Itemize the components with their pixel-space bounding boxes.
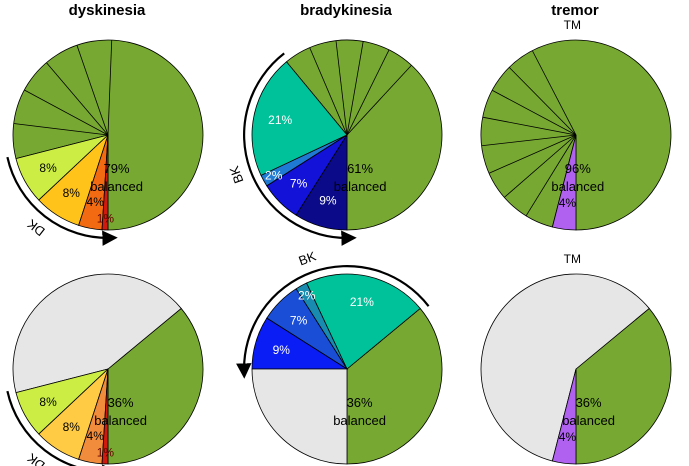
balanced-subsegment-line xyxy=(346,64,412,136)
pie-slice-dk-4 xyxy=(101,368,109,465)
balanced-subsegment-line xyxy=(76,45,109,136)
slice-value-label: 4% xyxy=(87,195,105,209)
balanced-subsegment-line xyxy=(13,123,109,136)
balanced-subsegment-line xyxy=(346,49,390,136)
slice-value-label: 2% xyxy=(265,168,283,182)
pie-slice-tm xyxy=(551,134,577,231)
arrow-label-tm: TM xyxy=(564,18,581,32)
pie-dyskinesia-row2: 8% 8% 4% 1% 36% balanced DK xyxy=(6,273,204,466)
slice-value-label: 8% xyxy=(63,420,81,434)
pie-tremor-row2: 4% 36% balanced TM xyxy=(480,252,672,465)
balanced-subsegment-line xyxy=(335,40,348,136)
slice-value-label: 8% xyxy=(39,161,57,175)
column-title-tremor: tremor xyxy=(551,2,599,19)
column-title-bradykinesia: bradykinesia xyxy=(300,2,392,19)
balanced-subsegment-line xyxy=(309,47,348,136)
pie-slice-dk-4 xyxy=(101,134,109,231)
pie-bradykinesia-row1: 21% 2% 7% 9% 61% balanced BK xyxy=(226,39,443,246)
slice-value-label: 21% xyxy=(268,113,292,127)
pie-slice-balanced xyxy=(285,39,443,231)
balanced-label: balanced xyxy=(333,413,386,428)
slice-value-label: 7% xyxy=(290,314,308,328)
balanced-subsegment-line xyxy=(482,116,577,136)
balanced-subsegment-line xyxy=(24,89,109,136)
slice-value-label: 7% xyxy=(290,176,308,190)
progression-arrow xyxy=(236,265,430,379)
balanced-subsegment-line xyxy=(525,134,577,217)
balanced-subsegment-line xyxy=(504,134,577,198)
balanced-percent-label: 79% xyxy=(104,161,130,176)
slice-value-label: 1% xyxy=(97,212,115,226)
arrow-label-tm: TM xyxy=(564,252,581,266)
balanced-subsegment-line xyxy=(107,40,113,136)
pie-slice-other xyxy=(251,368,348,465)
pie-slice-balanced xyxy=(107,307,204,465)
pie-slice-balanced xyxy=(575,307,672,465)
balanced-label: balanced xyxy=(551,179,604,194)
balanced-percent-label: 36% xyxy=(576,395,602,410)
slice-value-label: 2% xyxy=(298,289,316,303)
balanced-subsegment-line xyxy=(46,62,109,136)
balanced-percent-label: 61% xyxy=(347,161,373,176)
pie-slice-balanced xyxy=(12,39,204,231)
balanced-percent-label: 36% xyxy=(108,395,134,410)
balanced-subsegment-line xyxy=(488,134,577,174)
arrow-label-dk: DK xyxy=(24,216,48,239)
arrow-label-bk: BK xyxy=(226,164,246,186)
pie-bradykinesia-row2: 21% 2% 7% 9% 36% balanced BK xyxy=(236,248,443,465)
balanced-subsegment-line xyxy=(491,89,577,136)
balanced-subsegment-line xyxy=(508,67,577,136)
pie-slice-tm xyxy=(551,368,577,465)
balanced-subsegment-line xyxy=(481,134,577,147)
slice-value-label: 4% xyxy=(87,429,105,443)
progression-arrow xyxy=(243,52,357,246)
slice-value-label: 9% xyxy=(273,343,291,357)
slice-value-label: 21% xyxy=(350,295,374,309)
pie-slice-bk-1 xyxy=(251,61,348,176)
arrow-label-bk: BK xyxy=(297,248,319,268)
pie-slice-bk-1 xyxy=(306,273,421,370)
balanced-subsegment-line xyxy=(346,41,364,136)
slice-value-label: 8% xyxy=(63,186,81,200)
slice-value-label: 9% xyxy=(319,194,337,208)
balanced-subsegment-line xyxy=(531,50,577,136)
slice-value-label: 1% xyxy=(97,446,115,460)
pie-tremor-row1: 4% 96% balanced TM xyxy=(480,18,672,231)
column-title-dyskinesia: dyskinesia xyxy=(68,2,146,19)
balanced-percent-label: 96% xyxy=(565,161,591,176)
arrow-label-dk: DK xyxy=(24,450,48,466)
slice-value-label: 8% xyxy=(39,395,57,409)
pie-slice-other xyxy=(12,273,182,394)
balanced-label: balanced xyxy=(90,179,143,194)
progression-arrow xyxy=(6,156,118,246)
balanced-label: balanced xyxy=(94,413,147,428)
pie-slice-other xyxy=(480,273,650,462)
balanced-label: balanced xyxy=(334,179,387,194)
pie-slice-balanced xyxy=(346,307,443,465)
balanced-label: balanced xyxy=(562,413,615,428)
progression-arrow xyxy=(6,390,118,466)
balanced-percent-label: 36% xyxy=(347,395,373,410)
pie-slice-bk-4 xyxy=(295,133,348,231)
slice-value-label: 4% xyxy=(559,196,577,210)
pie-dyskinesia-row1: 8% 8% 4% 1% 79% balanced DK xyxy=(6,39,204,246)
slice-value-label: 4% xyxy=(559,430,577,444)
